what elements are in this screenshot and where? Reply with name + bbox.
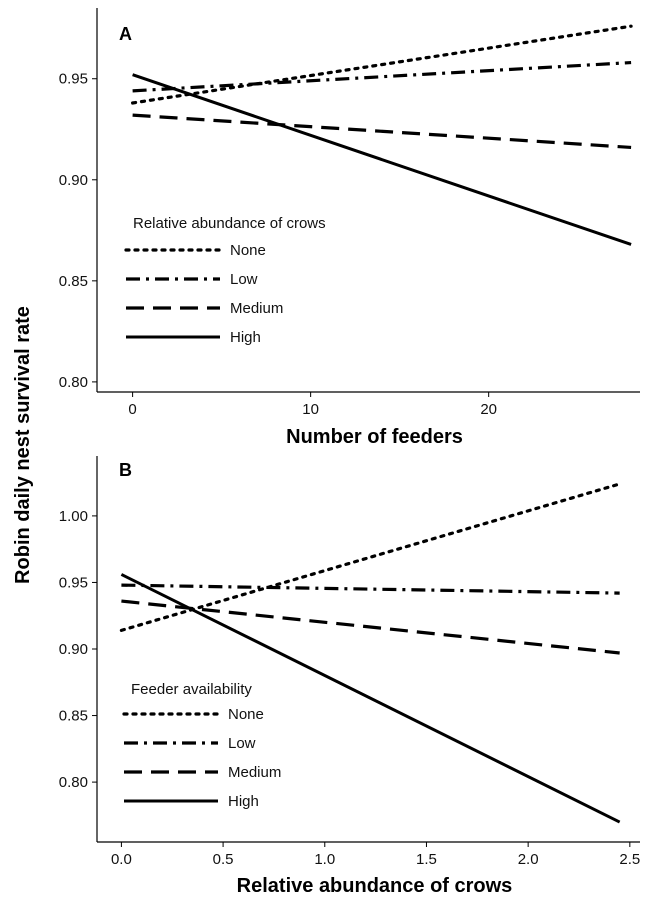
y-tick-label: 0.85 [59,273,88,290]
y-tick-label: 0.90 [59,172,88,189]
x-tick-label: 2.5 [619,851,640,868]
y-tick-label: 0.80 [59,774,88,791]
y-axis-title: Robin daily nest survival rate [12,306,34,584]
legend-label-none: None [228,706,264,723]
y-tick-label: 0.85 [59,708,88,725]
series-line-high [120,573,621,824]
x-tick-label: 0.0 [111,851,132,868]
x-axis-title: Number of feeders [286,426,463,448]
x-tick-label: 20 [480,401,497,418]
legend-title: Feeder availability [131,681,252,698]
x-axis-title: Relative abundance of crows [237,875,513,897]
y-tick-label: 0.95 [59,574,88,591]
series-line-low [132,60,632,93]
series-line-high [132,73,632,246]
y-tick-label: 0.95 [59,71,88,88]
x-tick-label: 2.0 [518,851,539,868]
panel-b: B 0.80 0.85 0.90 0.95 1.00 0.0 0.5 1.0 1.5 2.0 2.5 R… [59,456,640,897]
legend-label-high: High [228,793,259,810]
series-line-none [131,24,633,105]
series-line-medium [121,599,620,655]
legend-label-high: High [230,329,261,346]
panel-letter: B [119,460,132,480]
y-tick-label: 1.00 [59,508,88,525]
x-tick-label: 10 [302,401,319,418]
x-tick-label: 0.5 [213,851,234,868]
y-tick-label: 0.80 [59,374,88,391]
legend-label-none: None [230,242,266,259]
panel-a: A 0.80 0.85 0.90 0.95 0 10 20 Number of feeders R… [59,8,640,448]
legend-label-medium: Medium [230,300,283,317]
x-tick-label: 1.0 [314,851,335,868]
series-line-none [119,482,622,632]
legend-label-low: Low [230,271,258,288]
series-line-medium [132,113,632,150]
x-tick-label: 0 [128,401,136,418]
series-line-low [121,583,620,595]
legend-label-low: Low [228,735,256,752]
panel-letter: A [119,24,132,44]
x-tick-label: 1.5 [416,851,437,868]
legend-label-medium: Medium [228,764,281,781]
y-tick-label: 0.90 [59,641,88,658]
legend-title: Relative abundance of crows [133,215,326,232]
